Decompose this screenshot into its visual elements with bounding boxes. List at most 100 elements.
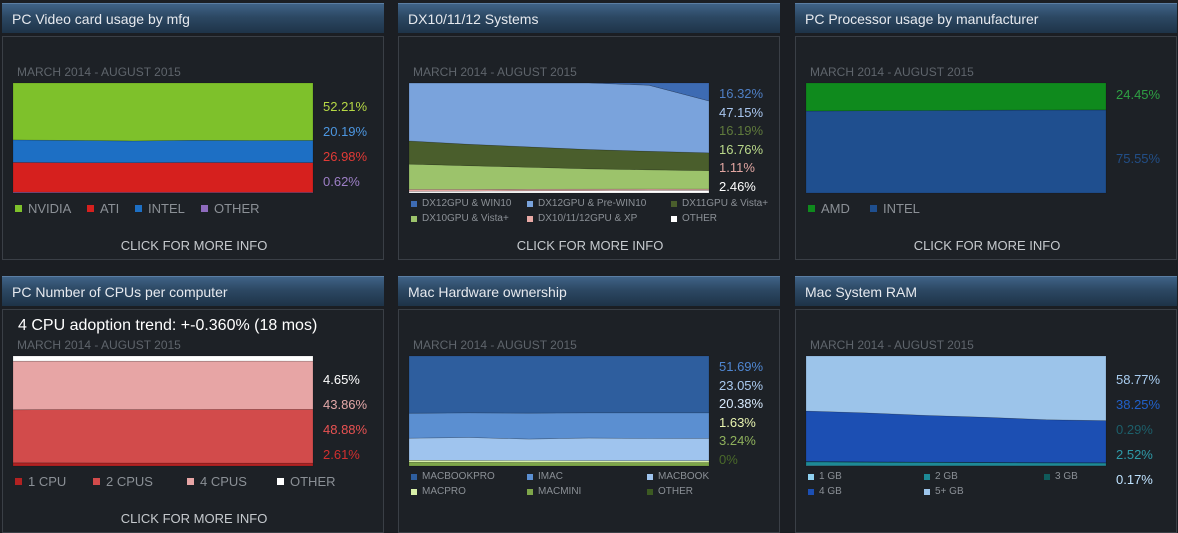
- legend-item: 5+ GB: [924, 486, 964, 497]
- trend-headline: 4 CPU adoption trend: +-0.360% (18 mos): [18, 317, 318, 334]
- legend-item: OTHER: [647, 486, 693, 497]
- legend-label: MACBOOK: [658, 471, 710, 482]
- legend-item: 2 CPUS: [93, 474, 153, 489]
- panel-title: Mac System RAM: [805, 284, 918, 300]
- legend-label: DX12GPU & WIN10: [422, 198, 512, 209]
- legend-label: MACMINI: [538, 486, 582, 497]
- legend-item: DX12GPU & Pre-WIN10: [527, 198, 646, 209]
- area-series-4-cpus: [12, 360, 314, 411]
- legend-item: AMD: [808, 201, 850, 216]
- percent-label: 4.65%: [323, 372, 360, 387]
- legend-swatch: [808, 488, 814, 495]
- legend-item: DX12GPU & WIN10: [411, 198, 511, 209]
- percent-label: 20.38%: [719, 396, 764, 411]
- legend-item: ATI: [87, 201, 119, 216]
- period-label: MARCH 2014 - AUGUST 2015: [413, 338, 577, 352]
- legend-label: OTHER: [290, 474, 336, 489]
- legend-item: INTEL: [870, 201, 920, 216]
- legend-swatch: [411, 215, 417, 222]
- legend-swatch: [411, 200, 417, 207]
- click-for-more-info-link[interactable]: CLICK FOR MORE INFO: [120, 511, 268, 526]
- legend-swatch: [671, 215, 677, 222]
- legend-label: 2 CPUS: [106, 474, 153, 489]
- legend-label: 4 GB: [819, 486, 842, 497]
- legend-swatch: [187, 478, 194, 485]
- area-series-intel: [805, 109, 1107, 194]
- percent-label: 26.98%: [323, 149, 368, 164]
- legend-label: OTHER: [214, 201, 260, 216]
- legend-swatch: [93, 478, 100, 485]
- legend-item: OTHER: [277, 474, 336, 489]
- percent-label: 38.25%: [1116, 397, 1161, 412]
- area-chart: [805, 82, 1107, 194]
- legend-swatch: [647, 488, 653, 495]
- legend-label: AMD: [821, 201, 850, 216]
- click-for-more-info-link[interactable]: CLICK FOR MORE INFO: [516, 238, 664, 253]
- percent-label: 1.11%: [719, 160, 755, 175]
- legend-swatch: [647, 473, 653, 480]
- panel-header: PC Video card usage by mfg: [2, 3, 384, 33]
- area-chart: [12, 82, 314, 194]
- area-series-dx12gpu-pre-win10: [408, 82, 710, 154]
- percent-label: 3.24%: [719, 433, 756, 448]
- percent-label: 47.15%: [719, 104, 764, 120]
- legend-item: DX10/11/12GPU & XP: [527, 213, 637, 224]
- panel-title: PC Processor usage by manufacturer: [805, 11, 1039, 27]
- percent-label: 0.17%: [1116, 472, 1153, 487]
- period-label: MARCH 2014 - AUGUST 2015: [17, 65, 181, 79]
- legend-item: NVIDIA: [15, 201, 71, 216]
- area-series-imac: [408, 412, 710, 440]
- legend-swatch: [87, 205, 94, 212]
- legend-label: OTHER: [658, 486, 693, 497]
- legend-label: INTEL: [883, 201, 920, 216]
- panel-title: Mac Hardware ownership: [408, 284, 567, 300]
- panel-body[interactable]: MARCH 2014 - AUGUST 2015 51.69% 23.05% 20.…: [398, 309, 780, 533]
- panel-mac-hardware: Mac Hardware ownership MARCH 2014 - AUGU…: [398, 276, 780, 533]
- percent-label: 2.46%: [719, 178, 756, 194]
- area-series-5-gb: [805, 355, 1107, 421]
- area-series-macbook: [408, 437, 710, 462]
- panel-body[interactable]: MARCH 2014 - AUGUST 2015 52.21% 20.19% 26.…: [2, 36, 384, 260]
- legend-label: MACBOOKPRO: [422, 471, 495, 482]
- click-for-more-info-link[interactable]: CLICK FOR MORE INFO: [913, 238, 1061, 253]
- panel-body[interactable]: MARCH 2014 - AUGUST 2015 24.45% 75.55% AM…: [795, 36, 1177, 260]
- percent-label: 16.19%: [719, 123, 764, 138]
- legend-swatch: [1044, 473, 1050, 480]
- legend-swatch: [924, 488, 930, 495]
- panel-body[interactable]: MARCH 2014 - AUGUST 2015 58.77% 38.25% 0.2…: [795, 309, 1177, 533]
- legend-item: MACPRO: [411, 486, 466, 497]
- legend-item: 4 GB: [808, 486, 842, 497]
- legend-label: 1 CPU: [28, 474, 67, 489]
- area-series-other: [12, 355, 314, 362]
- legend-swatch: [671, 200, 677, 207]
- legend-item: MACMINI: [527, 486, 581, 497]
- panel-body[interactable]: 4 CPU adoption trend: +-0.360% (18 mos) …: [2, 309, 384, 533]
- legend-label: 4 CPUS: [200, 474, 247, 489]
- panel-header: DX10/11/12 Systems: [398, 3, 780, 33]
- area-series-dx12gpu-win10: [409, 82, 710, 102]
- legend-label: 2 GB: [935, 471, 958, 482]
- legend-swatch: [411, 473, 417, 480]
- legend-label: INTEL: [148, 201, 185, 216]
- panel-title: PC Video card usage by mfg: [12, 11, 190, 27]
- legend-swatch: [924, 473, 930, 480]
- panel-title: PC Number of CPUs per computer: [12, 284, 228, 300]
- legend-item: MACBOOK: [647, 471, 709, 482]
- percent-label: 2.52%: [1116, 447, 1153, 462]
- legend-label: DX11GPU & Vista+: [682, 198, 769, 209]
- area-chart: [408, 355, 710, 467]
- legend-label: OTHER: [682, 213, 717, 224]
- percent-label: 52.21%: [323, 99, 368, 114]
- legend-swatch: [527, 488, 533, 495]
- area-series-intel: [12, 139, 314, 164]
- legend-item: 2 GB: [924, 471, 958, 482]
- area-chart: [408, 82, 710, 194]
- click-for-more-info-link[interactable]: CLICK FOR MORE INFO: [120, 238, 268, 253]
- panel-mac-system-ram: Mac System RAM MARCH 2014 - AUGUST 2015 …: [795, 276, 1177, 533]
- panel-body[interactable]: MARCH 2014 - AUGUST 2015 16.32% 47.15% 16.…: [398, 36, 780, 260]
- legend-swatch: [870, 205, 877, 212]
- percent-label: 2.61%: [323, 447, 360, 462]
- panel-header: Mac Hardware ownership: [398, 276, 780, 306]
- period-label: MARCH 2014 - AUGUST 2015: [413, 65, 577, 79]
- legend-swatch: [527, 473, 533, 480]
